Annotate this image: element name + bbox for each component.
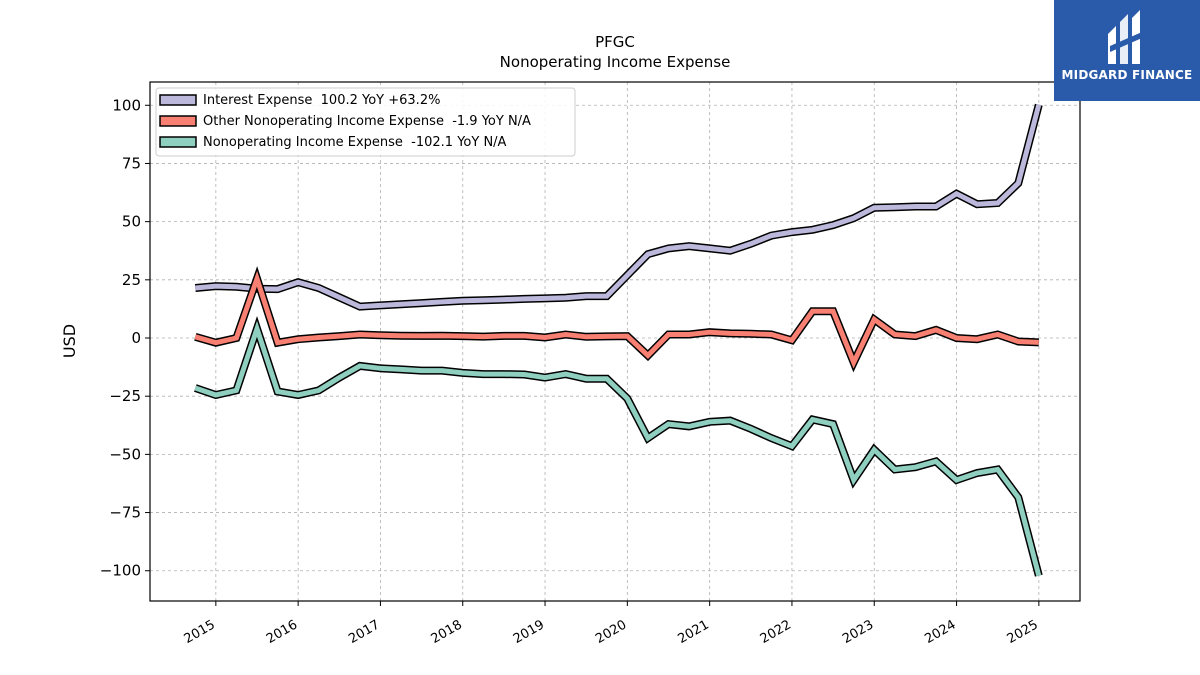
x-tick-label: 2015 <box>182 617 218 647</box>
brand-logo: MIDGARD FINANCE <box>1054 0 1200 101</box>
x-tick-label: 2025 <box>1005 617 1041 647</box>
legend-swatch-nonoperating <box>159 136 197 148</box>
y-tick-label: −50 <box>109 445 141 463</box>
legend: Interest Expense 100.2 YoY +63.2% Other … <box>155 87 576 157</box>
x-tick-label: 2024 <box>922 617 958 647</box>
x-tick-label: 2020 <box>593 617 629 647</box>
y-axis-ticks: 100 75 50 25 0 −25 −50 −75 −100 <box>100 96 150 580</box>
legend-label-nonoperating: Nonoperating Income Expense -102.1 YoY N… <box>203 135 507 150</box>
series-line-nonoperating <box>194 320 1042 577</box>
legend-box <box>155 87 576 157</box>
y-tick-label: 100 <box>112 96 141 114</box>
y-tick-label: −100 <box>100 562 141 580</box>
y-tick-label: 50 <box>122 213 141 231</box>
y-tick-label: −25 <box>109 387 141 405</box>
legend-label-other-nonoperating: Other Nonoperating Income Expense -1.9 Y… <box>203 114 531 129</box>
legend-swatch-interest-expense <box>159 94 197 106</box>
series-line-other-nonoperating <box>194 270 1039 369</box>
midgard-logo-icon <box>1108 10 1142 64</box>
y-tick-label: −75 <box>109 504 141 522</box>
x-tick-label: 2016 <box>264 617 300 647</box>
x-tick-label: 2023 <box>840 617 876 647</box>
chart-subtitle: Nonoperating Income Expense <box>500 53 731 71</box>
legend-label-interest-expense: Interest Expense 100.2 YoY +63.2% <box>203 93 440 108</box>
brand-name: MIDGARD FINANCE <box>1061 68 1193 82</box>
series-lines <box>194 103 1043 577</box>
y-tick-label: 25 <box>122 271 141 289</box>
x-tick-label: 2019 <box>511 617 547 647</box>
plot-frame <box>149 81 1081 602</box>
y-tick-label: 0 <box>131 329 141 347</box>
y-tick-label: 75 <box>122 154 141 172</box>
x-tick-label: 2022 <box>758 617 794 647</box>
x-axis-ticks: 2015 2016 2017 2018 2019 2020 2021 2022 2023 2024… <box>182 601 1041 647</box>
chart-title: PFGC <box>595 33 635 51</box>
series-outline-nonoperating <box>194 315 1043 577</box>
x-tick-label: 2021 <box>675 617 711 647</box>
x-tick-label: 2018 <box>429 617 465 647</box>
x-tick-label: 2017 <box>346 617 382 647</box>
legend-swatch-other-nonoperating <box>159 115 197 127</box>
series-line-interest-expense <box>195 104 1042 310</box>
y-axis-label: USD <box>60 324 79 358</box>
